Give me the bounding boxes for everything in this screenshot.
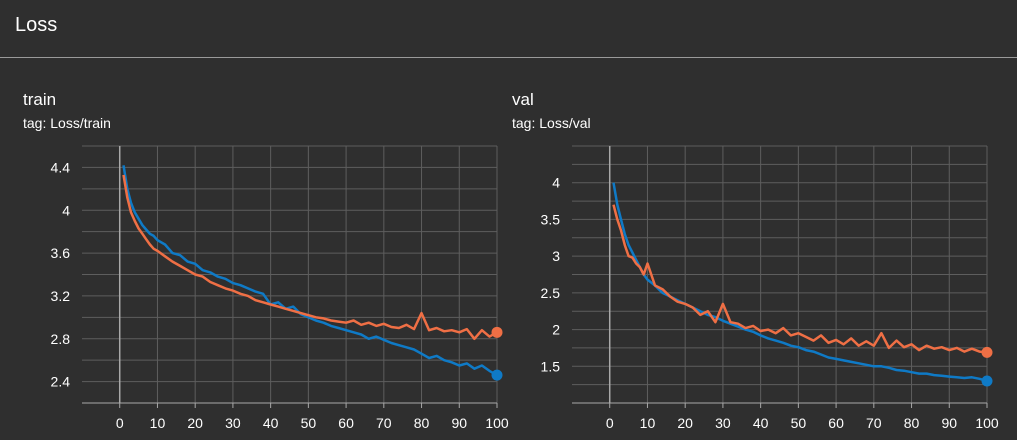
y-tick-label: 3.2 [51, 288, 71, 304]
x-tick-label: 100 [485, 415, 509, 431]
x-tick-label: 70 [376, 415, 392, 431]
series-endpoint-marker-1[interactable] [491, 326, 503, 338]
x-tick-label: 50 [301, 415, 317, 431]
y-tick-label: 2.4 [51, 374, 71, 390]
series-endpoint-marker-0[interactable] [491, 369, 503, 381]
x-tick-label: 30 [225, 415, 241, 431]
x-tick-label: 60 [338, 415, 354, 431]
x-tick-label: 70 [866, 415, 882, 431]
x-tick-label: 80 [904, 415, 920, 431]
x-tick-label: 100 [975, 415, 999, 431]
x-tick-label: 90 [941, 415, 957, 431]
chart-card-train: train tag: Loss/train [0, 59, 500, 440]
y-tick-label: 4.4 [51, 159, 71, 175]
x-tick-label: 80 [414, 415, 430, 431]
gridlines [82, 145, 498, 404]
chart-title: train [23, 90, 57, 109]
y-tick-label: 3 [552, 248, 560, 264]
y-tick-label: 3.6 [51, 245, 71, 261]
x-tick-label: 30 [715, 415, 731, 431]
x-tick-label: 10 [640, 415, 656, 431]
chart-title: val [512, 90, 534, 109]
series-line-0 [122, 165, 498, 377]
y-tick-label: 4 [552, 175, 560, 191]
series-line-0 [612, 182, 988, 383]
gridlines [572, 145, 988, 403]
x-tick-label: 0 [606, 415, 614, 431]
series-line-1 [122, 174, 498, 341]
section-header: Loss [0, 0, 1017, 58]
x-tick-label: 40 [263, 415, 279, 431]
x-tick-label: 60 [828, 415, 844, 431]
series-line-1 [612, 204, 988, 354]
series-endpoint-marker-0[interactable] [981, 375, 993, 387]
x-tick-label: 40 [753, 415, 769, 431]
y-tick-label: 1.5 [541, 358, 561, 374]
section-title: Loss [15, 14, 58, 36]
x-tick-label: 10 [150, 415, 166, 431]
chart-card-val: val tag: Loss/val [500, 59, 1017, 440]
series-endpoint-marker-1[interactable] [981, 346, 993, 358]
chart-tag: tag: Loss/train [23, 115, 111, 131]
y-tick-label: 2.8 [51, 331, 71, 347]
y-tick-label: 4 [62, 202, 70, 218]
x-tick-label: 50 [791, 415, 807, 431]
x-tick-label: 0 [116, 415, 124, 431]
y-tick-label: 2 [552, 322, 560, 338]
x-tick-label: 20 [187, 415, 203, 431]
x-tick-label: 20 [677, 415, 693, 431]
y-tick-label: 2.5 [541, 285, 561, 301]
y-tick-label: 3.5 [541, 211, 561, 227]
chart-tag: tag: Loss/val [512, 115, 591, 131]
x-tick-label: 90 [451, 415, 467, 431]
